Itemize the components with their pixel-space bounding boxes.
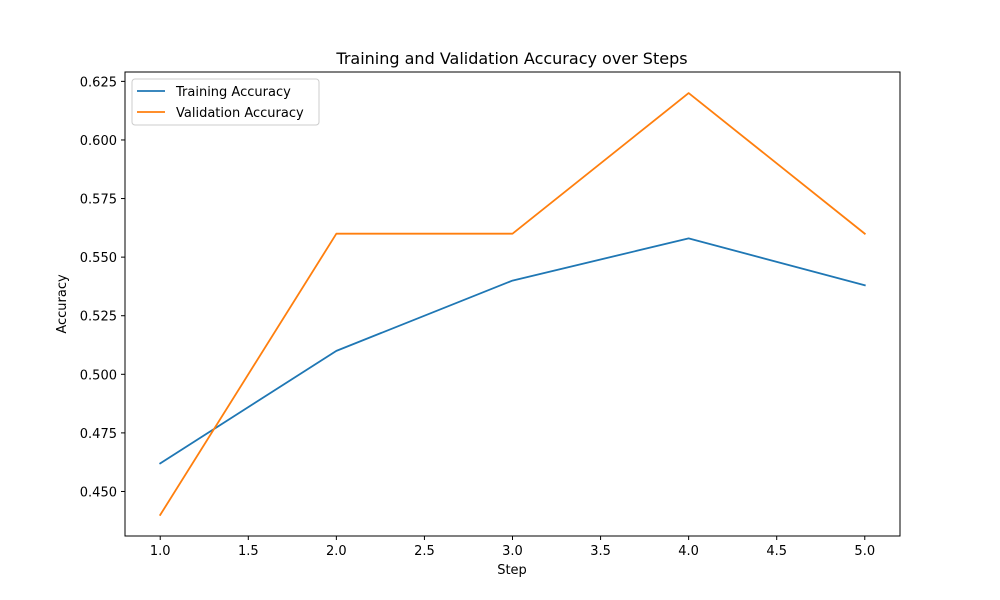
- x-tick-label: 5.0: [854, 544, 875, 559]
- x-tick-label: 2.5: [414, 544, 435, 559]
- x-tick-label: 2.0: [326, 544, 347, 559]
- y-tick-label: 0.625: [80, 75, 117, 90]
- y-tick-label: 0.600: [80, 134, 117, 149]
- x-tick-label: 4.0: [678, 544, 699, 559]
- plot-frame: [124, 71, 901, 537]
- x-tick-label: 4.5: [766, 544, 787, 559]
- x-axis: 1.0 1.5 2.0 2.5 3.0 3.5 4.0 4.5 5.0: [150, 536, 875, 559]
- legend-label: Training Accuracy: [175, 85, 291, 100]
- series-line-training-accuracy: [158, 237, 866, 465]
- y-tick-label: 0.575: [80, 193, 117, 208]
- y-tick-label: 0.525: [80, 310, 117, 325]
- y-tick-label: 0.500: [80, 368, 117, 383]
- x-axis-label: Step: [497, 563, 527, 578]
- legend: Training Accuracy Validation Accuracy: [131, 78, 320, 126]
- chart-title: Training and Validation Accuracy over St…: [335, 49, 687, 68]
- series-line-validation-accuracy: [158, 92, 867, 517]
- plot-area: [158, 92, 867, 517]
- y-tick-label: 0.450: [80, 485, 117, 500]
- legend-box: [131, 78, 320, 126]
- legend-label: Validation Accuracy: [176, 106, 304, 121]
- x-tick-label: 3.5: [590, 544, 611, 559]
- y-axis-label: Accuracy: [55, 274, 70, 334]
- x-tick-label: 1.0: [150, 544, 171, 559]
- y-tick-label: 0.475: [80, 427, 117, 442]
- y-tick-label: 0.550: [80, 251, 117, 266]
- x-tick-label: 1.5: [238, 544, 259, 559]
- x-tick-label: 3.0: [502, 544, 523, 559]
- y-axis: 0.450 0.475 0.500 0.525 0.550 0.575 0.600 0.625: [80, 75, 125, 500]
